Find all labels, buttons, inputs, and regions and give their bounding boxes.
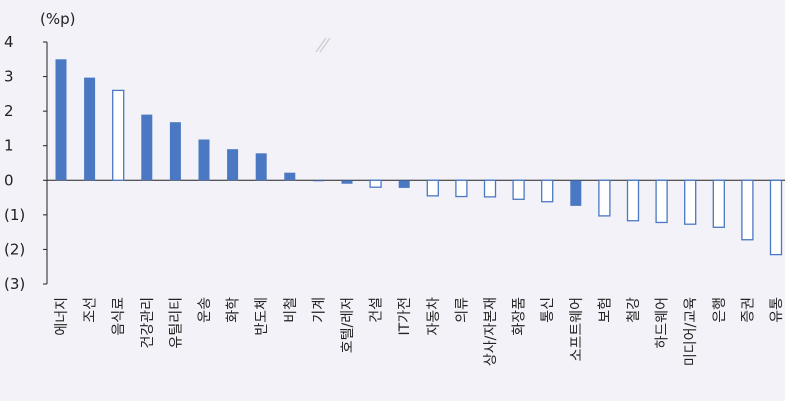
x-tick-label: 화장품	[512, 297, 528, 336]
x-tick-label: 조선	[83, 297, 99, 323]
bar	[512, 179, 525, 200]
break-line	[315, 37, 327, 53]
bar	[169, 122, 181, 181]
bar	[684, 179, 697, 225]
x-tick-label: 유통	[769, 297, 785, 323]
x-tick-label: 증권	[740, 297, 756, 323]
x-tick-label: 보험	[597, 297, 613, 323]
x-tick-label: 자동차	[426, 297, 442, 336]
bar	[769, 179, 783, 256]
x-tick-label: 운송	[197, 297, 213, 323]
x-tick-label: 하드웨어	[655, 297, 671, 349]
x-tick-label: 건강관리	[140, 297, 156, 349]
bar	[141, 114, 153, 181]
x-tick-label: 에너지	[54, 297, 70, 336]
x-tick-label: 의류	[454, 297, 470, 323]
bar	[455, 179, 468, 198]
bar	[598, 179, 611, 217]
y-tick-label: 2	[4, 102, 14, 120]
x-axis-labels: 에너지 조선 음식료 건강관리 유틸리티 운송 화학 반도체 비철 기계 호텔/레저 건설 IT가전 자동…	[54, 297, 785, 366]
x-tick-label: IT가전	[397, 297, 413, 335]
bar	[741, 179, 754, 241]
bar	[655, 179, 668, 224]
x-tick-label: 철강	[626, 297, 642, 323]
y-tick-label: 1	[4, 137, 14, 155]
unit-label: (%p)	[40, 10, 75, 28]
x-tick-label: 상사/자본재	[483, 297, 499, 366]
bar	[712, 179, 725, 228]
bar	[55, 59, 67, 181]
x-tick-label: 비철	[283, 297, 299, 323]
x-tick-label: 은행	[712, 297, 728, 323]
x-tick-label: 미디어/교육	[683, 297, 699, 366]
bar	[312, 180, 324, 182]
bar	[541, 179, 554, 203]
y-tick-label: (1)	[4, 206, 25, 224]
x-tick-label: 통신	[540, 297, 556, 323]
y-tick-label: 4	[4, 33, 14, 51]
x-tick-label: 반도체	[254, 297, 270, 336]
bar	[255, 153, 267, 181]
bars	[55, 59, 783, 256]
bar	[112, 89, 125, 181]
x-tick-label: 화학	[226, 297, 242, 323]
axis-break-mark	[315, 37, 331, 53]
y-tick-label: 0	[4, 171, 14, 189]
y-tick-label: 3	[4, 68, 14, 86]
bar	[369, 179, 382, 188]
x-tick-label: 음식료	[111, 297, 127, 336]
y-axis-ticks: 4 3 2 1 0 (1) (2) (3)	[4, 33, 47, 293]
bar	[284, 172, 296, 181]
x-tick-label: 유틸리티	[168, 297, 184, 349]
x-tick-label: 기계	[311, 297, 327, 323]
y-tick-label: (2)	[4, 240, 25, 258]
x-tick-label: 호텔/레저	[340, 297, 356, 353]
bar	[426, 179, 439, 197]
y-tick-label: (3)	[4, 275, 25, 293]
bar	[198, 139, 210, 181]
bar	[227, 149, 239, 181]
bar	[398, 180, 410, 188]
bar	[341, 180, 353, 184]
bar	[570, 180, 582, 206]
break-line	[319, 37, 331, 53]
bar	[626, 179, 640, 222]
x-tick-label: 건설	[369, 297, 385, 323]
x-tick-label: 소프트웨어	[569, 297, 585, 361]
bar	[483, 179, 497, 198]
bar	[84, 77, 96, 181]
